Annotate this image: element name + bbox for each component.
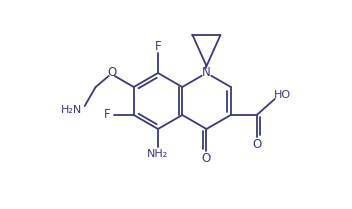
Text: O: O [252, 138, 262, 150]
Text: NH₂: NH₂ [147, 149, 169, 159]
Text: F: F [103, 108, 110, 121]
Text: H₂N: H₂N [61, 105, 82, 115]
Text: O: O [202, 152, 211, 164]
Text: O: O [107, 65, 116, 79]
Text: F: F [155, 41, 161, 54]
Text: N: N [202, 66, 211, 79]
Text: HO: HO [274, 90, 291, 100]
